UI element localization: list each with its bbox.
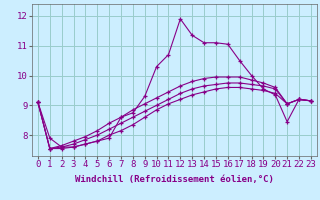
X-axis label: Windchill (Refroidissement éolien,°C): Windchill (Refroidissement éolien,°C): [75, 175, 274, 184]
